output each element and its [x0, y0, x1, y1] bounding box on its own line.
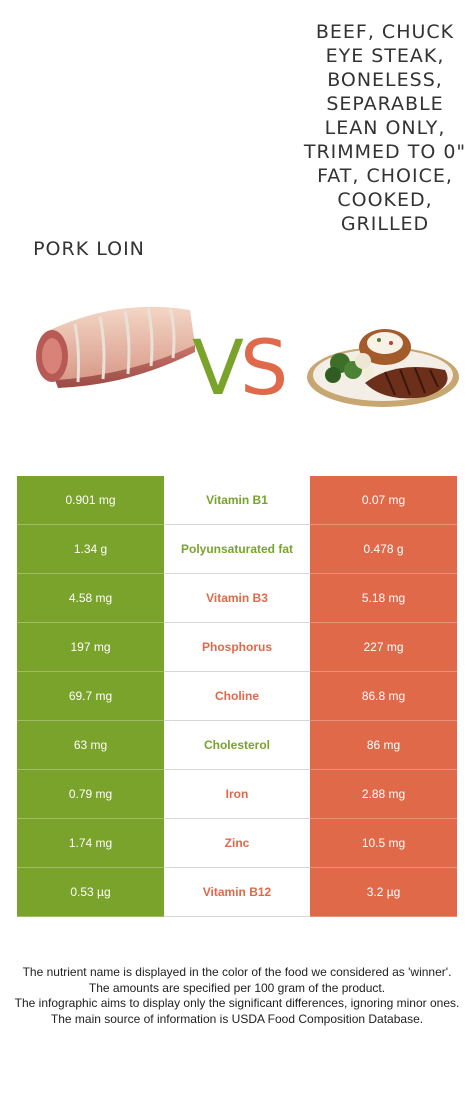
footnotes: The nutrient name is displayed in the co…	[14, 965, 460, 1027]
right-value: 2.88 mg	[310, 770, 457, 819]
left-value: 197 mg	[17, 623, 164, 672]
right-value: 227 mg	[310, 623, 457, 672]
left-value: 1.34 g	[17, 525, 164, 574]
right-value: 3.2 µg	[310, 868, 457, 917]
nutrient-name: Zinc	[164, 819, 310, 868]
table-row: 0.79 mg Iron 2.88 mg	[17, 770, 457, 819]
left-value: 63 mg	[17, 721, 164, 770]
steak-plate-image	[307, 329, 459, 407]
table-row: 4.58 mg Vitamin B3 5.18 mg	[17, 574, 457, 623]
table-row: 197 mg Phosphorus 227 mg	[17, 623, 457, 672]
vs-label: VS	[192, 330, 288, 406]
vs-v: V	[192, 323, 244, 412]
nutrient-name: Cholesterol	[164, 721, 310, 770]
table-row: 0.53 µg Vitamin B12 3.2 µg	[17, 868, 457, 917]
note-significance: The infographic aims to display only the…	[14, 996, 460, 1010]
food-left-title: PORK LOIN	[33, 238, 145, 260]
nutrient-name: Choline	[164, 672, 310, 721]
right-value: 0.07 mg	[310, 476, 457, 525]
nutrient-name: Vitamin B1	[164, 476, 310, 525]
right-value: 86.8 mg	[310, 672, 457, 721]
table-row: 0.901 mg Vitamin B1 0.07 mg	[17, 476, 457, 525]
nutrient-name: Vitamin B12	[164, 868, 310, 917]
nutrient-name: Iron	[164, 770, 310, 819]
pork-loin-image	[36, 306, 195, 388]
table-row: 63 mg Cholesterol 86 mg	[17, 721, 457, 770]
note-source: The main source of information is USDA F…	[50, 1011, 424, 1026]
table-row: 1.74 mg Zinc 10.5 mg	[17, 819, 457, 868]
table-row: 1.34 g Polyunsaturated fat 0.478 g	[17, 525, 457, 574]
note-winner: The nutrient name is displayed in the co…	[22, 965, 452, 979]
nutrient-name: Polyunsaturated fat	[164, 525, 310, 574]
nutrient-name: Phosphorus	[164, 623, 310, 672]
note-amounts: The amounts are specified per 100 gram o…	[88, 980, 386, 995]
nutrient-name: Vitamin B3	[164, 574, 310, 623]
table-row: 69.7 mg Choline 86.8 mg	[17, 672, 457, 721]
left-value: 0.79 mg	[17, 770, 164, 819]
food-right-title: BEEF, CHUCK EYE STEAK, BONELESS, SEPARAB…	[303, 21, 467, 235]
left-value: 4.58 mg	[17, 574, 164, 623]
right-value: 5.18 mg	[310, 574, 457, 623]
left-value: 69.7 mg	[17, 672, 164, 721]
left-value: 1.74 mg	[17, 819, 164, 868]
comparison-table: 0.901 mg Vitamin B1 0.07 mg 1.34 g Polyunsat…	[17, 476, 457, 917]
left-value: 0.901 mg	[17, 476, 164, 525]
left-value: 0.53 µg	[17, 868, 164, 917]
vs-s: S	[240, 323, 288, 412]
right-value: 0.478 g	[310, 525, 457, 574]
right-value: 10.5 mg	[310, 819, 457, 868]
right-value: 86 mg	[310, 721, 457, 770]
